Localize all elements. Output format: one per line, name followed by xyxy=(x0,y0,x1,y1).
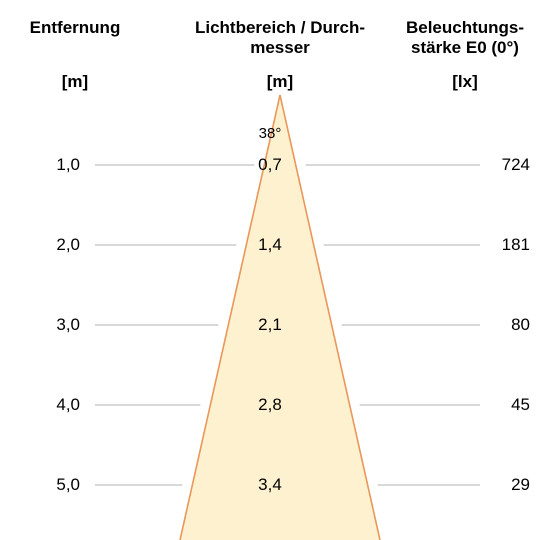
light-cone-diagram xyxy=(0,0,540,540)
beam-angle-label: 38° xyxy=(0,125,540,142)
illuminance-value: 29 xyxy=(0,475,530,495)
illuminance-value: 724 xyxy=(0,155,530,175)
illuminance-value: 45 xyxy=(0,395,530,415)
illuminance-value: 181 xyxy=(0,235,530,255)
illuminance-value: 80 xyxy=(0,315,530,335)
